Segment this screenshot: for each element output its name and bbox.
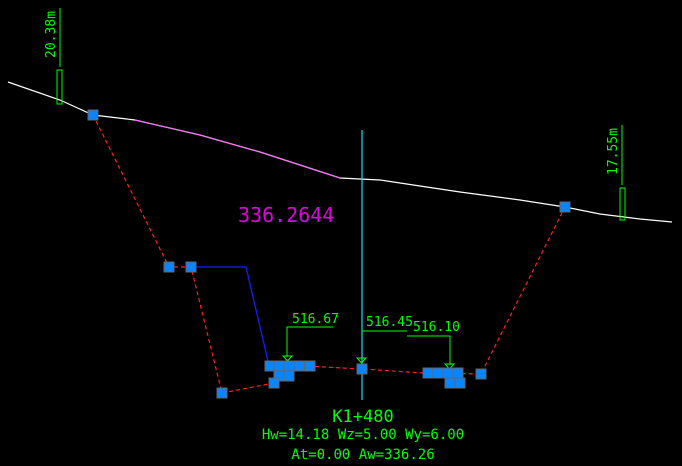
left-width-marker	[56, 8, 63, 105]
right-width-label: 17.55m	[606, 128, 621, 175]
ground-line-highlight	[134, 119, 341, 179]
ground-line	[7, 81, 673, 223]
grip-node[interactable]	[163, 261, 175, 273]
grip-node[interactable]	[185, 261, 197, 273]
area-label: 336.2644	[238, 203, 334, 227]
grip-node[interactable]	[273, 360, 285, 372]
grip-node[interactable]	[87, 109, 99, 121]
elevation-label-1: 516.67	[292, 312, 339, 327]
params-line-2: At=0.00 Aw=336.26	[291, 447, 434, 463]
grip-node[interactable]	[283, 370, 295, 382]
grip-node[interactable]	[216, 387, 228, 399]
grip-node[interactable]	[293, 360, 305, 372]
grip-node[interactable]	[454, 377, 466, 389]
structure-line	[191, 266, 269, 362]
elevation-label-3: 516.10	[413, 320, 460, 335]
grip-node[interactable]	[283, 360, 295, 372]
grip-node[interactable]	[422, 367, 434, 379]
grip-node[interactable]	[559, 201, 571, 213]
elevation-leaders	[281, 326, 456, 370]
params-line-1: Hw=14.18 Wz=5.00 Wy=6.00	[262, 427, 464, 443]
grip-node[interactable]	[356, 363, 368, 375]
right-width-marker	[619, 125, 626, 221]
node-group	[87, 109, 571, 399]
grip-node[interactable]	[304, 360, 316, 372]
station-label: K1+480	[332, 407, 393, 427]
grip-node[interactable]	[432, 367, 444, 379]
left-width-label: 20.38m	[44, 11, 59, 58]
grip-node[interactable]	[475, 368, 487, 380]
grip-node[interactable]	[452, 367, 464, 379]
grip-node[interactable]	[444, 377, 456, 389]
elevation-label-2: 516.45	[366, 315, 413, 330]
grip-node[interactable]	[442, 367, 454, 379]
grip-node[interactable]	[268, 377, 280, 389]
